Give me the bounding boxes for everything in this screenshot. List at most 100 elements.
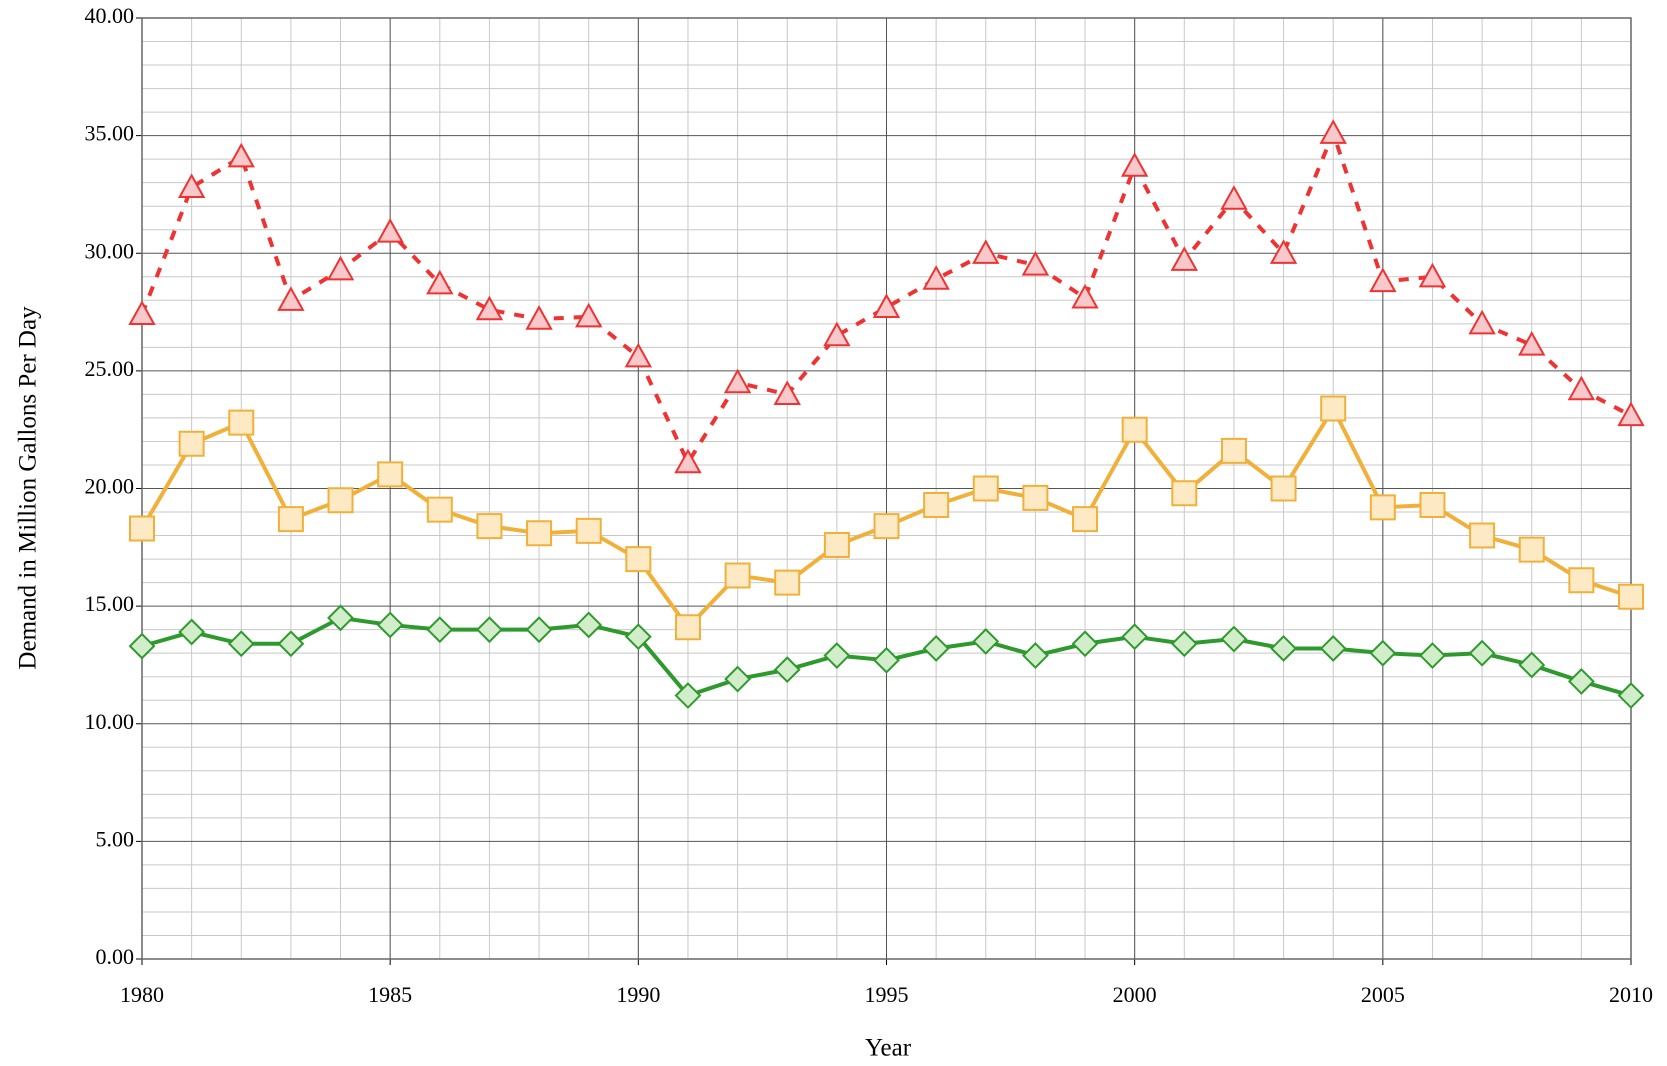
- marker: [625, 546, 652, 573]
- marker: [724, 562, 751, 589]
- y-tick-label: 20.00: [85, 474, 135, 499]
- marker: [773, 380, 801, 405]
- marker: [1170, 246, 1198, 271]
- marker: [129, 515, 155, 542]
- marker: [1567, 667, 1595, 695]
- marker: [1369, 639, 1397, 667]
- y-tick-label: 5.00: [96, 826, 135, 851]
- x-tick-label: 2005: [1361, 982, 1405, 1007]
- marker: [1319, 119, 1347, 144]
- y-tick-label: 0.00: [96, 944, 135, 969]
- marker: [1468, 309, 1496, 335]
- marker: [674, 682, 702, 709]
- marker: [277, 630, 305, 658]
- marker: [1071, 630, 1099, 658]
- marker: [1021, 642, 1049, 669]
- marker: [1568, 567, 1595, 594]
- marker: [228, 409, 255, 436]
- marker: [1270, 635, 1297, 662]
- marker: [972, 475, 999, 502]
- marker: [277, 286, 305, 311]
- marker: [1220, 185, 1248, 210]
- marker: [177, 173, 206, 198]
- marker: [674, 448, 702, 474]
- marker: [773, 656, 801, 684]
- marker: [823, 531, 850, 558]
- marker: [575, 517, 602, 544]
- x-tick-label: 1990: [616, 982, 660, 1007]
- marker: [1021, 250, 1050, 276]
- marker: [327, 487, 354, 514]
- marker: [1617, 682, 1645, 709]
- y-tick-label: 35.00: [85, 121, 135, 146]
- marker: [1617, 401, 1645, 427]
- y-tick-label: 30.00: [85, 238, 135, 263]
- marker: [922, 635, 950, 662]
- marker: [1269, 239, 1298, 264]
- x-tick-label: 2000: [1113, 982, 1157, 1007]
- marker: [923, 491, 950, 518]
- marker: [227, 142, 255, 168]
- marker: [227, 630, 255, 658]
- marker: [873, 513, 900, 540]
- marker: [426, 269, 454, 295]
- marker: [1369, 267, 1397, 293]
- x-tick-label: 1980: [120, 982, 164, 1007]
- marker: [624, 623, 652, 651]
- x-tick-label: 2010: [1609, 982, 1653, 1007]
- marker: [1567, 375, 1596, 401]
- plot-frame: [141, 17, 1632, 960]
- marker: [1419, 642, 1446, 669]
- marker: [575, 611, 603, 639]
- marker: [525, 616, 553, 644]
- marker: [1319, 635, 1347, 662]
- marker: [327, 604, 354, 632]
- marker: [972, 239, 1000, 264]
- x-tick-label: 1995: [865, 982, 909, 1007]
- y-tick-label: 15.00: [85, 591, 135, 616]
- marker: [1220, 437, 1247, 464]
- marker: [1220, 625, 1248, 653]
- marker: [624, 342, 653, 368]
- marker: [1618, 583, 1644, 610]
- y-tick-label: 25.00: [85, 356, 135, 381]
- marker: [376, 611, 404, 639]
- marker: [475, 295, 504, 321]
- marker: [128, 300, 156, 326]
- marker: [376, 218, 404, 243]
- y-tick-label: 40.00: [85, 3, 135, 28]
- x-tick-label: 1985: [368, 982, 412, 1007]
- marker: [723, 368, 752, 394]
- marker: [1022, 484, 1049, 511]
- marker: [724, 665, 752, 693]
- marker: [823, 642, 851, 669]
- marker: [823, 321, 851, 347]
- marker: [1518, 536, 1545, 563]
- marker: [1121, 416, 1148, 443]
- marker: [128, 632, 156, 660]
- marker: [1468, 639, 1496, 667]
- marker: [1320, 395, 1347, 422]
- marker: [326, 255, 355, 281]
- marker: [774, 569, 801, 596]
- marker: [1171, 480, 1198, 507]
- marker: [476, 616, 503, 644]
- marker: [674, 614, 701, 641]
- marker: [1419, 491, 1446, 518]
- marker: [1369, 494, 1396, 521]
- marker: [575, 302, 603, 328]
- marker: [1071, 283, 1099, 309]
- marker: [426, 496, 453, 523]
- x-axis-label: Year: [865, 1035, 912, 1062]
- marker: [525, 305, 553, 330]
- marker: [873, 646, 900, 674]
- marker: [1120, 152, 1149, 177]
- marker: [526, 520, 553, 547]
- marker: [1469, 522, 1496, 549]
- marker: [178, 430, 205, 457]
- marker: [1518, 330, 1546, 356]
- marker: [178, 618, 206, 646]
- marker: [277, 506, 304, 533]
